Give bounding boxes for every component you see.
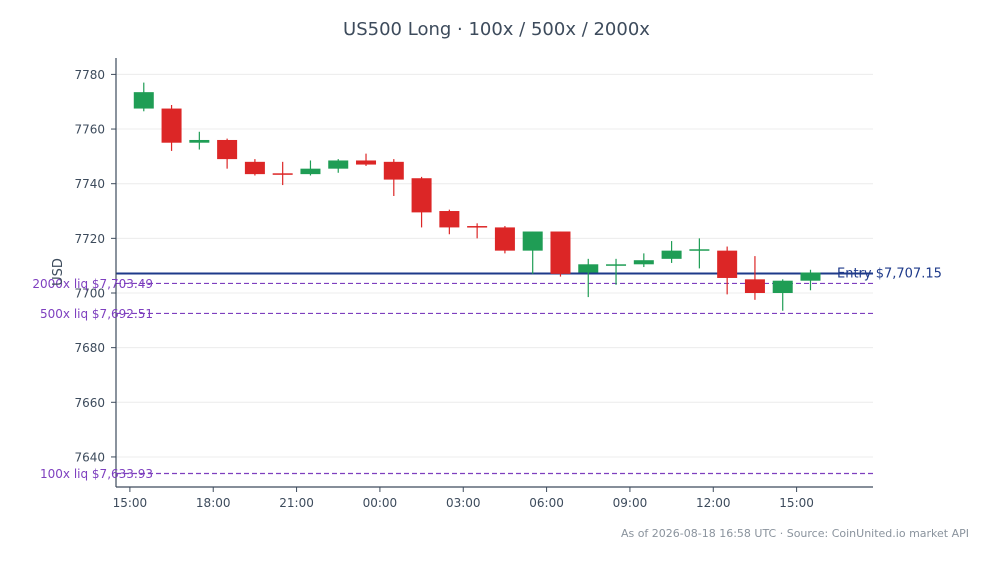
candle-body [606, 264, 627, 266]
x-tick-label: 12:00 [696, 496, 731, 510]
candle-body [439, 211, 460, 228]
candle-body [244, 161, 265, 175]
y-axis-label: USD [51, 258, 66, 286]
candle-body [689, 249, 710, 251]
footer-source: As of 2026-08-18 16:58 UTC · Source: Coi… [620, 527, 969, 540]
candle-body [328, 160, 349, 169]
liq-2000x-label: 2000x liq $7,703.49 [32, 277, 153, 291]
candle-body [494, 227, 515, 251]
candle-body [522, 231, 543, 251]
entry-label: Entry $7,707.15 [837, 266, 942, 281]
grid-lines [116, 73, 873, 458]
liq-500x-label: 500x liq $7,692.51 [40, 307, 153, 321]
y-tick-label: 7760 [74, 123, 105, 137]
candle-body [383, 161, 404, 180]
candle-body [411, 178, 432, 213]
y-tick-label: 7700 [74, 286, 105, 300]
candle-body [133, 92, 154, 109]
x-tick-label: 18:00 [196, 496, 231, 510]
candle-body [356, 160, 377, 165]
x-tick-label: 15:00 [779, 496, 814, 510]
reference-labels: Entry $7,707.15 2000x liq $7,703.49 500x l… [32, 266, 942, 481]
candles [133, 82, 821, 311]
candle-body [578, 264, 599, 273]
candle-body [633, 260, 654, 265]
chart-title: US500 Long · 100x / 500x / 2000x [343, 19, 650, 40]
y-tick-label: 7640 [74, 450, 105, 464]
reference-lines [116, 272, 873, 475]
candle-body [272, 173, 293, 175]
x-tick-label: 03:00 [446, 496, 481, 510]
candle-body [161, 108, 182, 143]
candle-body [744, 279, 765, 293]
candle-body [661, 250, 682, 259]
x-tick-label: 09:00 [613, 496, 648, 510]
y-tick-label: 7740 [74, 177, 105, 191]
y-tick-label: 7660 [74, 396, 105, 410]
y-tick-label: 7720 [74, 232, 105, 246]
candle-body [772, 280, 793, 293]
x-tick-label: 21:00 [279, 496, 314, 510]
x-tick-label: 15:00 [113, 496, 148, 510]
candle-body [550, 231, 571, 274]
candle-body [800, 272, 821, 281]
x-tick-label: 06:00 [529, 496, 564, 510]
candle-body [467, 226, 488, 228]
candle-body [217, 139, 238, 160]
x-tick-label: 00:00 [363, 496, 398, 510]
liq-100x-label: 100x liq $7,633.93 [40, 467, 153, 481]
axes: 7640 7660 7680 7700 7720 7740 7760 7780 15:00 18:… [74, 58, 873, 510]
candle-body [189, 139, 210, 143]
candle-body [717, 250, 738, 278]
y-tick-label: 7680 [74, 341, 105, 355]
y-tick-label: 7780 [74, 68, 105, 82]
candle-body [300, 168, 321, 175]
